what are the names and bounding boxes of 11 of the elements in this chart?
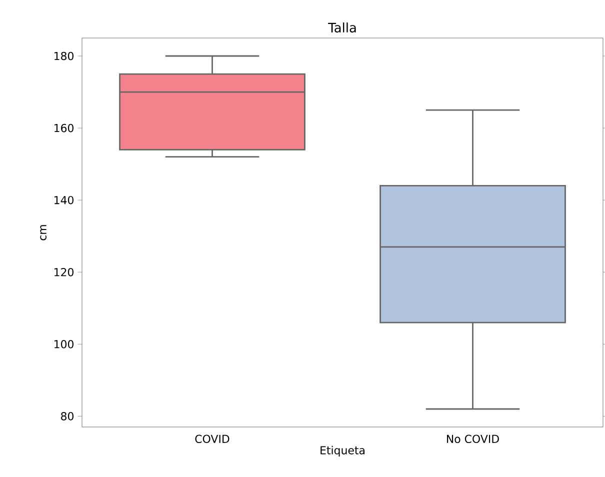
chart-title: Talla [328,22,356,32]
x-tick-label: No COVID [447,434,499,444]
y-axis-title: cm [40,225,46,240]
y-tick-label: 80 [61,412,74,420]
y-tick-label: 120 [54,268,74,276]
y-tick-label: 100 [54,340,74,348]
y-tick-label: 160 [54,124,74,132]
x-axis-title: Etiqueta [320,446,364,457]
x-tick-label: COVID [195,434,230,444]
y-tick-label: 180 [54,52,74,60]
y-tick-label: 140 [54,196,74,204]
